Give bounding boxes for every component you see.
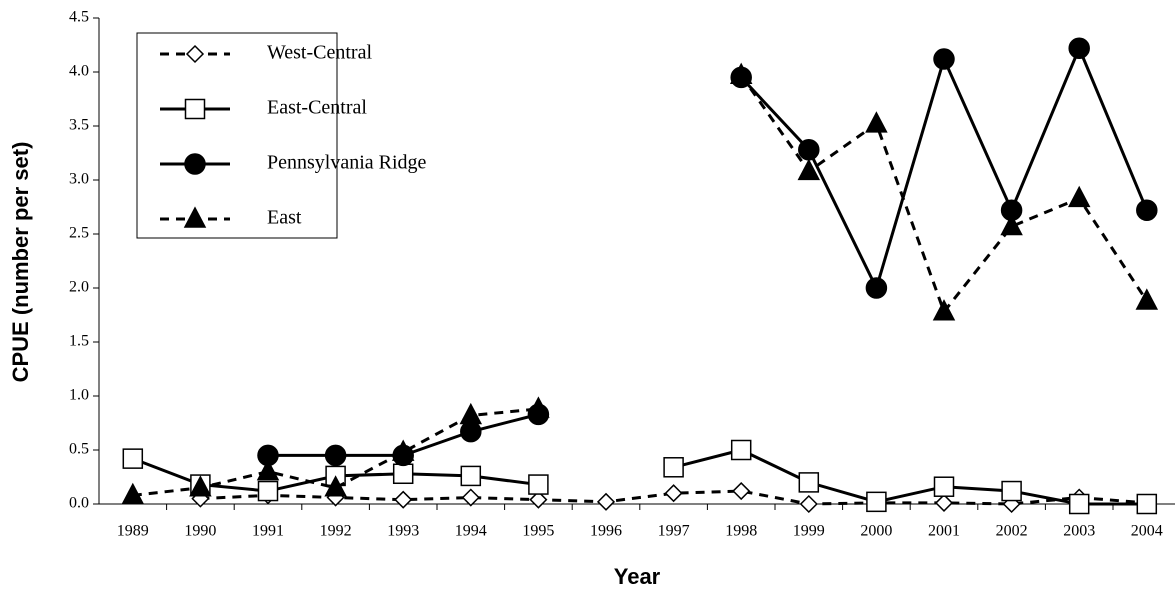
x-axis-title: Year <box>614 564 661 589</box>
data-point <box>528 474 549 495</box>
data-point <box>1067 185 1091 208</box>
legend-marker <box>184 98 206 120</box>
data-point <box>934 493 954 512</box>
data-point <box>866 491 887 513</box>
data-point <box>1135 288 1159 310</box>
data-point <box>1136 199 1158 221</box>
x-tick-label: 1994 <box>455 523 487 540</box>
data-point <box>663 457 684 478</box>
data-point <box>460 420 482 443</box>
x-tick-label: 1999 <box>793 523 825 540</box>
data-point <box>729 62 753 84</box>
data-point <box>459 402 483 425</box>
data-point <box>256 458 280 481</box>
data-point <box>324 475 347 497</box>
x-tick-label: 1993 <box>387 523 419 540</box>
x-tick-label: 2001 <box>928 523 960 540</box>
series-line <box>268 44 1149 457</box>
x-tick-label: 1996 <box>590 523 622 540</box>
x-tick-label: 2000 <box>860 523 892 540</box>
legend-label: East <box>267 207 302 229</box>
x-tick-label: 1995 <box>522 523 554 540</box>
data-point <box>933 48 955 70</box>
data-point <box>797 158 821 181</box>
data-point <box>1068 37 1090 59</box>
data-point <box>1068 493 1090 515</box>
x-tick-label: 1989 <box>117 523 149 540</box>
y-tick-label: 1.5 <box>69 333 89 350</box>
data-point <box>461 488 480 507</box>
data-point <box>529 490 548 509</box>
y-tick-label: 3.5 <box>69 117 89 134</box>
data-point <box>394 490 413 509</box>
y-tick-label: 1.0 <box>69 387 89 404</box>
data-point <box>324 444 347 467</box>
data-point <box>732 481 751 501</box>
data-point <box>189 475 212 497</box>
data-point <box>730 439 752 461</box>
x-tick-label: 1998 <box>725 523 757 540</box>
y-axis-title: CPUE (number per set) <box>8 142 33 383</box>
data-point <box>527 396 550 418</box>
legend-marker <box>184 153 206 175</box>
legend-marker <box>183 206 207 228</box>
y-tick-label: 0.5 <box>69 441 89 458</box>
data-point <box>865 111 888 133</box>
x-tick-label: 1997 <box>658 523 690 540</box>
y-tick-label: 4.0 <box>69 63 89 80</box>
data-point <box>257 480 279 502</box>
data-point <box>121 482 145 505</box>
data-point <box>391 439 415 461</box>
data-point <box>460 465 482 487</box>
x-tick-label: 2003 <box>1063 523 1095 540</box>
data-point <box>596 492 616 511</box>
legend-box <box>136 32 338 239</box>
y-tick-label: 4.5 <box>69 9 89 26</box>
data-point <box>664 484 683 503</box>
y-tick-label: 2.5 <box>69 225 89 242</box>
legend-label: West-Central <box>267 42 372 64</box>
legend-marker <box>185 44 205 64</box>
data-point <box>865 277 888 299</box>
y-tick-label: 2.0 <box>69 279 89 296</box>
data-point <box>122 448 144 469</box>
legend-label: East-Central <box>267 97 367 119</box>
x-tick-label: 2004 <box>1131 523 1163 540</box>
data-point <box>933 476 955 497</box>
x-tick-label: 1991 <box>252 523 284 540</box>
data-point <box>392 463 414 485</box>
data-point <box>1136 493 1158 515</box>
x-tick-label: 2002 <box>996 523 1028 540</box>
x-tick-label: 1990 <box>184 523 216 540</box>
x-tick-label: 1992 <box>320 523 352 540</box>
data-point <box>1000 213 1023 236</box>
y-tick-label: 0.0 <box>69 495 89 512</box>
legend-label: Pennsylvania Ridge <box>267 152 427 174</box>
data-point <box>798 472 820 493</box>
data-point <box>932 299 956 321</box>
data-point <box>799 494 818 514</box>
series-line <box>200 489 1147 506</box>
data-point <box>1001 480 1022 502</box>
y-tick-label: 3.0 <box>69 171 89 188</box>
data-point <box>798 139 820 161</box>
